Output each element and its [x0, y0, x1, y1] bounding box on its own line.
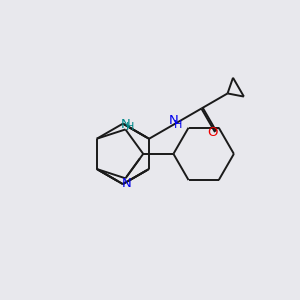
Text: H: H: [174, 120, 182, 130]
Text: N: N: [121, 118, 130, 131]
Text: N: N: [169, 114, 178, 127]
Text: H: H: [126, 122, 135, 132]
Text: N: N: [121, 177, 131, 190]
Text: O: O: [207, 126, 217, 139]
